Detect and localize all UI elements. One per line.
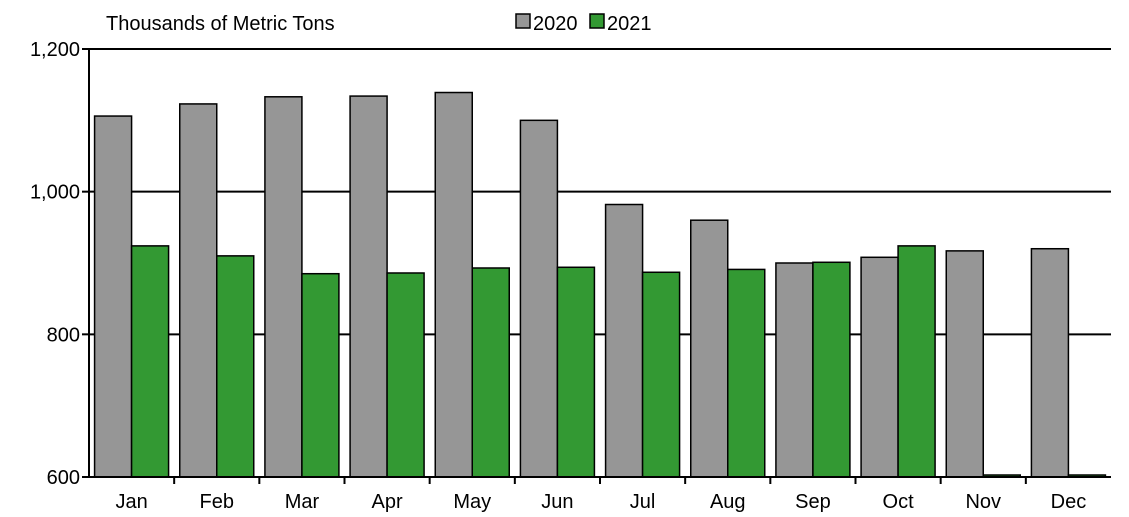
bar-2021-feb: [216, 255, 255, 478]
y-tick-label: 800: [47, 324, 80, 346]
legend-swatch-2020: [515, 13, 531, 29]
x-tick-label-feb: Feb: [200, 491, 234, 513]
bar-2020-dec: [1030, 247, 1070, 478]
legend: 2020 2021: [515, 13, 652, 35]
bar-2021-jan: [130, 245, 170, 478]
bar-2020-mar: [264, 96, 303, 478]
bar-2020-aug: [690, 219, 729, 478]
y-tick-label: 1,000: [30, 182, 80, 204]
x-tick-label-jul: Jul: [630, 491, 656, 513]
bar-2020-feb: [179, 103, 218, 478]
bar-2021-jul: [641, 271, 681, 478]
legend-label-2021: 2021: [607, 13, 652, 35]
bar-2020-jul: [604, 203, 644, 478]
bar-2020-may: [434, 91, 473, 478]
x-tick-label-aug: Aug: [710, 491, 746, 513]
y-ticks: 600 800 1,000 1,200: [30, 39, 89, 489]
bar-2020-apr: [349, 95, 388, 478]
x-tick-label-jan: Jan: [115, 491, 147, 513]
gridlines: [89, 48, 1111, 336]
bar-2021-mar: [301, 272, 340, 478]
x-tick-label-sep: Sep: [795, 491, 831, 513]
bar-2021-may: [471, 267, 510, 478]
bar-2020-jun: [519, 119, 559, 478]
x-ticks: Jan Feb Mar Apr May Jun Jul Aug Sep Oct Nov Dec: [115, 477, 1086, 513]
y-tick-label: 1,200: [30, 39, 80, 61]
bar-2021-oct: [897, 245, 936, 478]
x-tick-label-nov: Nov: [965, 491, 1001, 513]
y-tick-label: 600: [47, 467, 80, 489]
legend-swatch-2021: [589, 13, 605, 29]
x-tick-label-may: May: [453, 491, 491, 513]
y-axis-label: Thousands of Metric Tons: [106, 13, 335, 35]
bar-2021-apr: [386, 272, 425, 478]
bar-2020-jan: [93, 115, 133, 478]
bar-2021-sep: [812, 261, 851, 478]
x-tick-label-dec: Dec: [1051, 491, 1087, 513]
bars: [93, 91, 1107, 478]
bar-2021-aug: [727, 268, 766, 478]
x-tick-label-apr: Apr: [372, 491, 403, 513]
x-tick-label-mar: Mar: [285, 491, 320, 513]
bar-2021-jun: [556, 266, 596, 478]
x-tick-label-oct: Oct: [883, 491, 915, 513]
bar-2020-oct: [860, 256, 899, 478]
x-tick-label-jun: Jun: [541, 491, 573, 513]
legend-label-2020: 2020: [533, 13, 578, 35]
bar-2020-sep: [775, 262, 814, 478]
bar-2020-nov: [945, 250, 984, 478]
